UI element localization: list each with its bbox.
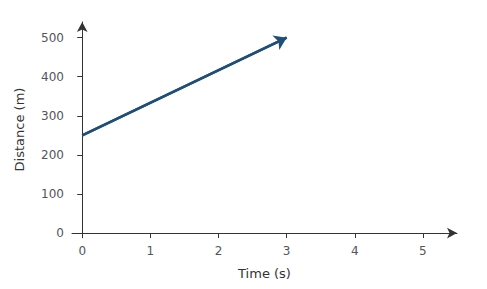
- svg-text:100: 100: [41, 187, 64, 201]
- svg-text:400: 400: [41, 70, 64, 84]
- svg-text:Distance (m): Distance (m): [12, 88, 27, 172]
- svg-text:Time (s): Time (s): [237, 266, 291, 281]
- svg-text:3: 3: [283, 244, 291, 258]
- svg-text:0: 0: [78, 244, 86, 258]
- svg-text:500: 500: [41, 31, 64, 45]
- svg-text:200: 200: [41, 148, 64, 162]
- svg-text:4: 4: [351, 244, 359, 258]
- svg-text:300: 300: [41, 109, 64, 123]
- svg-text:2: 2: [215, 244, 223, 258]
- svg-text:5: 5: [419, 244, 427, 258]
- svg-text:1: 1: [147, 244, 155, 258]
- svg-text:0: 0: [56, 226, 64, 240]
